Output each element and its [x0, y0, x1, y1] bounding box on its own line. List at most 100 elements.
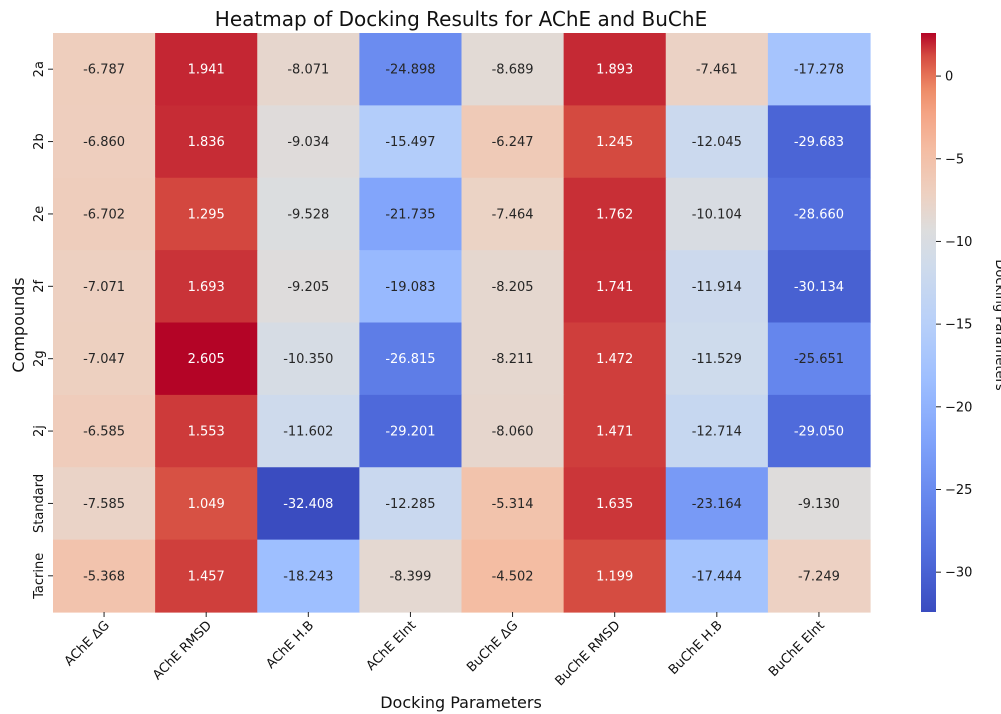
cell-value-label: -9.130: [798, 497, 840, 512]
heatmap-cell: [155, 539, 258, 613]
heatmap-cell: [767, 177, 871, 251]
heatmap-cell: [563, 467, 667, 541]
cell-value-label: -8.211: [492, 352, 534, 367]
heatmap-cell: [359, 105, 463, 179]
cell-value-label: -17.444: [692, 569, 742, 584]
cell-value-label: 1.836: [188, 135, 225, 150]
heatmap-cell: [257, 322, 360, 396]
cell-value-label: -11.529: [692, 352, 742, 367]
heatmap-cell: [359, 250, 463, 324]
cell-value-label: 1.199: [596, 569, 633, 584]
heatmap-cell: [767, 105, 871, 179]
heatmap-cell: [665, 467, 769, 541]
y-axis-label: Compounds: [9, 277, 28, 372]
cell-value-label: -7.249: [798, 569, 840, 584]
heatmap-cell: [563, 250, 667, 324]
heatmap-cell: [257, 394, 360, 468]
colorbar-label: Docking Parameters: [992, 259, 1001, 391]
heatmap-cell: [461, 394, 565, 468]
colorbar-tick-label: −5: [945, 152, 964, 167]
heatmap-cell: [665, 322, 769, 396]
cell-value-label: -10.104: [692, 207, 742, 222]
colorbar-tick-label: −10: [945, 235, 972, 250]
heatmap-cells: [53, 33, 871, 613]
heatmap-cell: [53, 33, 156, 106]
cell-value-label: -21.735: [385, 207, 435, 222]
cell-value-label: -8.689: [492, 63, 534, 78]
cell-value-label: -8.071: [287, 63, 329, 78]
cell-value-label: 1.471: [596, 425, 633, 440]
heatmap-cell: [461, 250, 565, 324]
x-axis-label: Docking Parameters: [380, 693, 542, 712]
cell-value-label: -7.071: [83, 280, 125, 295]
cell-value-label: 1.693: [188, 280, 225, 295]
heatmap-cell: [359, 177, 463, 251]
heatmap-cell: [155, 33, 258, 106]
heatmap-cell: [53, 105, 156, 179]
cell-value-label: -6.247: [492, 135, 534, 150]
cell-value-label: -9.205: [287, 280, 329, 295]
y-tick-label: 2e: [32, 206, 47, 222]
x-tick-labels: AChE ΔG AChE RMSD AChE H.B AChE EInt BuChE Δ…: [62, 612, 828, 689]
cell-value-label: 1.741: [596, 280, 633, 295]
heatmap-cell: [767, 250, 871, 324]
cell-value-label: 1.941: [188, 63, 225, 78]
y-tick-label: 2g: [32, 350, 47, 367]
cell-value-label: -28.660: [794, 207, 844, 222]
heatmap-cell: [359, 322, 463, 396]
heatmap-cell: [767, 539, 871, 613]
heatmap-cell: [461, 539, 565, 613]
heatmap-cell: [359, 539, 463, 613]
cell-value-label: -7.461: [696, 63, 738, 78]
y-tick-label: 2a: [32, 61, 47, 77]
heatmap-cell: [257, 177, 360, 251]
heatmap-cell: [257, 539, 360, 613]
heatmap-cell: [767, 394, 871, 468]
cell-value-label: -6.585: [83, 425, 125, 440]
heatmap-cell: [665, 105, 769, 179]
heatmap-cell: [461, 467, 565, 541]
heatmap-cell: [155, 177, 258, 251]
colorbar-ticks: 0 −5 −10 −15 −20 −25 −30: [936, 70, 972, 581]
x-tick-label: AChE RMSD: [150, 618, 215, 683]
heatmap-cell: [359, 394, 463, 468]
heatmap-cell: [563, 322, 667, 396]
heatmap-cell: [461, 177, 565, 251]
chart-title: Heatmap of Docking Results for AChE and …: [215, 7, 707, 31]
cell-value-label: -30.134: [794, 280, 844, 295]
y-tick-label: 2b: [32, 133, 47, 150]
cell-value-label: -17.278: [794, 63, 844, 78]
cell-value-label: 1.553: [188, 425, 225, 440]
colorbar-tick-label: −25: [945, 483, 972, 498]
cell-value-label: 1.472: [596, 352, 633, 367]
y-tick-label: Tacrine: [32, 553, 47, 600]
heatmap-cell: [665, 177, 769, 251]
heatmap-cell: [461, 33, 565, 106]
cell-value-label: 1.295: [188, 207, 225, 222]
cell-value-label: -29.050: [794, 425, 844, 440]
cell-value-label: -9.528: [287, 207, 329, 222]
heatmap-cell: [53, 250, 156, 324]
cell-value-label: 1.049: [188, 497, 225, 512]
heatmap-cell: [53, 539, 156, 613]
cell-value-label: 1.762: [596, 207, 633, 222]
cell-value-label: -11.602: [283, 425, 333, 440]
cell-value-label: -29.201: [385, 425, 435, 440]
cell-value-label: 1.245: [596, 135, 633, 150]
x-tick-label: BuChE H.B: [666, 618, 726, 678]
heatmap-cell: [359, 467, 463, 541]
cell-value-label: -18.243: [283, 569, 333, 584]
y-tick-label: 2j: [32, 425, 47, 437]
heatmap-cell: [665, 33, 769, 106]
cell-value-label: -4.502: [492, 569, 534, 584]
cell-value-label: -12.045: [692, 135, 742, 150]
heatmap-cell: [665, 250, 769, 324]
cell-value-label: 2.605: [188, 352, 225, 367]
cell-value-label: -29.683: [794, 135, 844, 150]
cell-value-label: -9.034: [287, 135, 329, 150]
heatmap-cell: [155, 250, 258, 324]
heatmap-cell: [767, 33, 871, 106]
cell-value-label: -10.350: [283, 352, 333, 367]
heatmap-cell: [563, 105, 667, 179]
